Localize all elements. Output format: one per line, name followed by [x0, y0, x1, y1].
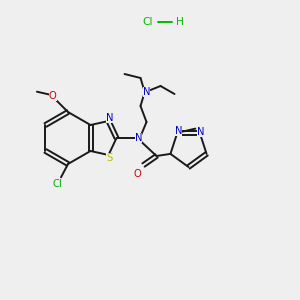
- Text: Cl: Cl: [143, 17, 153, 27]
- Text: N: N: [143, 87, 150, 97]
- Text: O: O: [134, 169, 141, 179]
- Text: N: N: [175, 126, 182, 136]
- Text: Cl: Cl: [52, 179, 62, 189]
- Text: O: O: [49, 91, 57, 101]
- Text: S: S: [106, 153, 112, 163]
- Text: H: H: [176, 17, 184, 27]
- Text: N: N: [197, 127, 204, 136]
- Text: N: N: [106, 113, 113, 123]
- Text: N: N: [135, 133, 142, 143]
